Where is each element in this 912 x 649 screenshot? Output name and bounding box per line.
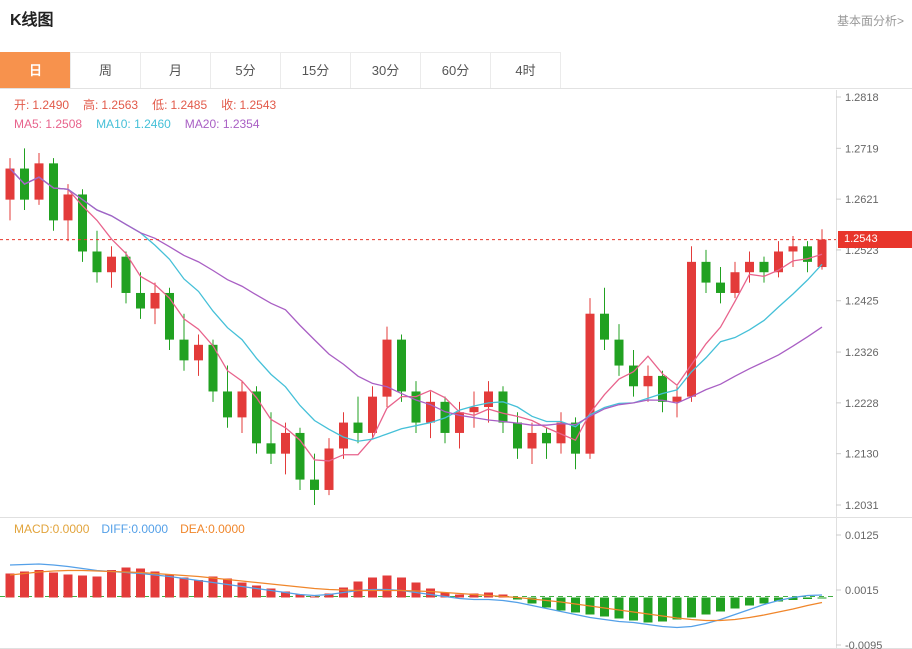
svg-text:1.2719: 1.2719 [845, 143, 879, 155]
macd-value-legend: MACD:0.0000 [14, 522, 90, 536]
tab-60min[interactable]: 60分 [420, 52, 491, 88]
fundamental-analysis-link[interactable]: 基本面分析> [836, 14, 904, 28]
close-label: 收: [221, 98, 237, 112]
svg-text:1.2326: 1.2326 [845, 347, 879, 359]
macd-legend: MACD:0.0000 DIFF:0.0000 DEA:0.0000 [14, 522, 245, 536]
dea-value-legend: DEA:0.0000 [180, 522, 245, 536]
page-title: K线图 [10, 12, 54, 29]
diff-value-legend: DIFF:0.0000 [101, 522, 169, 536]
open-label: 开: [14, 98, 30, 112]
low-label: 低: [152, 98, 168, 112]
svg-text:0.0015: 0.0015 [845, 585, 879, 597]
svg-text:1.2425: 1.2425 [845, 296, 879, 308]
ohlc-info: 开: 1.2490 高: 1.2563 低: 1.2485 收: 1.2543 [14, 96, 290, 113]
ma10-legend: MA10: 1.2460 [96, 117, 171, 131]
tab-4hour[interactable]: 4时 [490, 52, 561, 88]
svg-text:-0.0095: -0.0095 [845, 640, 882, 649]
svg-text:1.2621: 1.2621 [845, 194, 879, 206]
current-price-badge: 1.2543 [838, 231, 912, 248]
low-value: 1.2485 [170, 98, 208, 112]
tab-30min[interactable]: 30分 [350, 52, 421, 88]
tab-week[interactable]: 周 [70, 52, 141, 88]
kline-chart: 1.2818 1.2719 1.2621 1.2523 1.2425 1.2326 1.22… [0, 90, 912, 649]
tab-day[interactable]: 日 [0, 52, 71, 88]
ma20-legend: MA20: 1.2354 [184, 117, 260, 131]
timeframe-tabs: 日 周 月 5分 15分 30分 60分 4时 [0, 52, 912, 89]
svg-text:1.2130: 1.2130 [845, 449, 879, 461]
ma5-legend: MA5: 1.2508 [14, 117, 83, 131]
svg-text:1.2818: 1.2818 [845, 92, 879, 104]
tab-5min[interactable]: 5分 [210, 52, 281, 88]
open-value: 1.2490 [32, 98, 70, 112]
high-label: 高: [83, 98, 99, 112]
close-value: 1.2543 [239, 98, 277, 112]
chart-canvas[interactable]: 1.2818 1.2719 1.2621 1.2523 1.2425 1.2326 1.22… [0, 90, 912, 649]
tab-month[interactable]: 月 [140, 52, 211, 88]
svg-text:1.2523: 1.2523 [845, 245, 879, 257]
svg-text:1.2031: 1.2031 [845, 500, 879, 512]
ma-legend: MA5: 1.2508 MA10: 1.2460 MA20: 1.2354 [14, 117, 260, 131]
svg-text:0.0125: 0.0125 [845, 530, 879, 542]
svg-text:1.2228: 1.2228 [845, 398, 879, 410]
high-value: 1.2563 [101, 98, 139, 112]
tab-15min[interactable]: 15分 [280, 52, 351, 88]
